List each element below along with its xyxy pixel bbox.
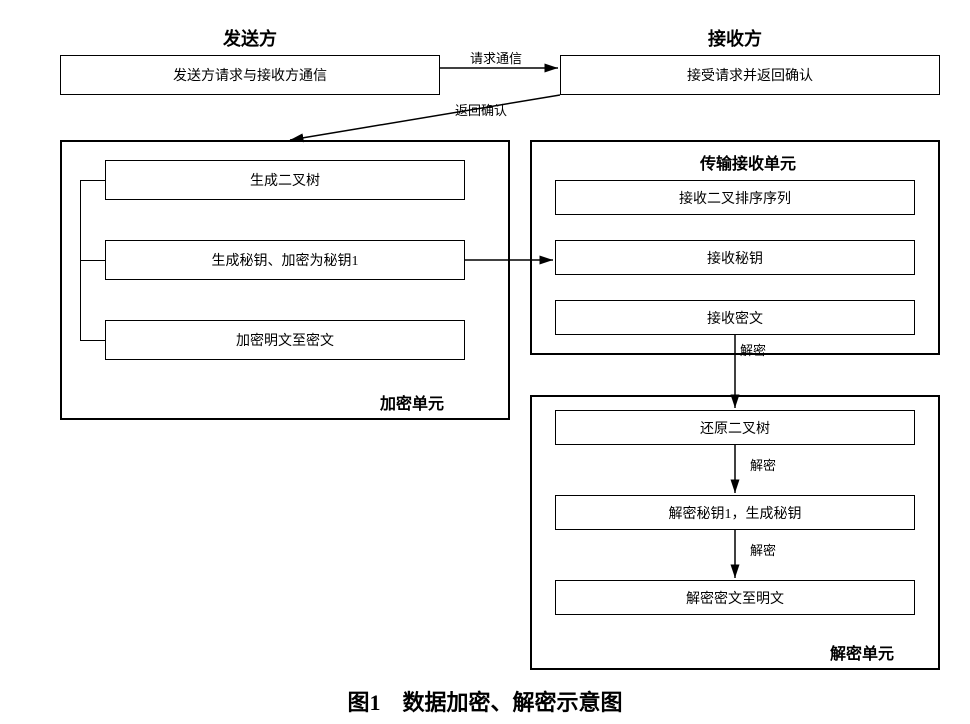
decrypt-unit-label: 解密单元 (830, 640, 894, 664)
encrypt-h2 (80, 260, 105, 261)
node-recv-key-text: 接收秘钥 (707, 248, 763, 268)
edge-return-confirm-label: 返回确认 (455, 100, 507, 119)
node-recv-cipher: 接收密文 (555, 300, 915, 335)
node-restore-tree-text: 还原二叉树 (700, 418, 770, 438)
node-decrypt-key: 解密秘钥1，生成秘钥 (555, 495, 915, 530)
node-receiver-accept-text: 接受请求并返回确认 (687, 65, 813, 85)
encrypt-h3 (80, 340, 105, 341)
node-recv-cipher-text: 接收密文 (707, 308, 763, 328)
node-sender-request: 发送方请求与接收方通信 (60, 55, 440, 95)
receiver-header: 接收方 (530, 25, 940, 51)
node-restore-tree: 还原二叉树 (555, 410, 915, 445)
edge-decrypt1-label: 解密 (740, 340, 766, 359)
encrypt-h1 (80, 180, 105, 181)
node-decrypt-cipher-text: 解密密文至明文 (686, 588, 784, 608)
node-sender-request-text: 发送方请求与接收方通信 (173, 65, 327, 85)
transport-unit-label: 传输接收单元 (700, 150, 796, 174)
node-encrypt-plain: 加密明文至密文 (105, 320, 465, 360)
node-receiver-accept: 接受请求并返回确认 (560, 55, 940, 95)
figure-caption: 图1 数据加密、解密示意图 (0, 685, 970, 717)
node-gen-tree: 生成二叉树 (105, 160, 465, 200)
node-recv-tree-seq: 接收二叉排序序列 (555, 180, 915, 215)
node-decrypt-cipher: 解密密文至明文 (555, 580, 915, 615)
node-gen-key-text: 生成秘钥、加密为秘钥1 (212, 250, 359, 270)
sender-header: 发送方 (60, 25, 440, 51)
node-recv-key: 接收秘钥 (555, 240, 915, 275)
encrypt-unit-label: 加密单元 (380, 390, 444, 414)
edge-decrypt2-label: 解密 (750, 455, 776, 474)
node-gen-key: 生成秘钥、加密为秘钥1 (105, 240, 465, 280)
node-encrypt-plain-text: 加密明文至密文 (236, 330, 334, 350)
node-gen-tree-text: 生成二叉树 (250, 170, 320, 190)
node-decrypt-key-text: 解密秘钥1，生成秘钥 (669, 503, 802, 523)
edge-decrypt3-label: 解密 (750, 540, 776, 559)
edge-request-comm-label: 请求通信 (470, 48, 522, 67)
node-recv-tree-seq-text: 接收二叉排序序列 (679, 188, 791, 208)
